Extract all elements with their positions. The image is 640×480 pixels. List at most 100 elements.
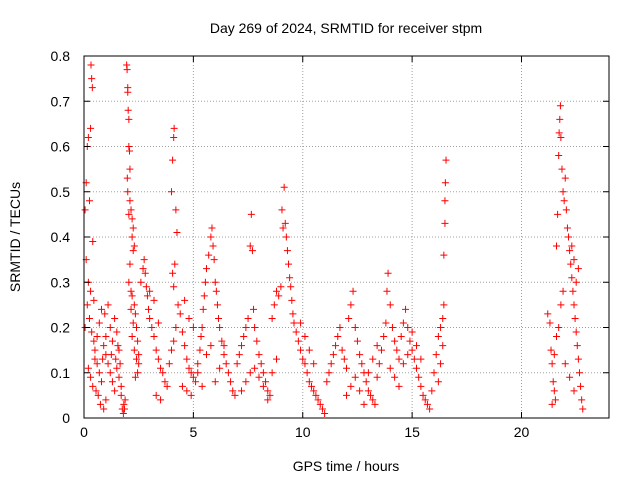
data-point — [248, 247, 256, 255]
data-point — [224, 369, 232, 377]
data-point — [124, 106, 132, 114]
data-point — [129, 224, 137, 232]
data-point — [559, 188, 567, 196]
data-point — [323, 378, 331, 386]
data-point — [548, 360, 556, 368]
data-point — [130, 346, 138, 354]
data-point — [89, 238, 97, 246]
data-point — [548, 400, 556, 408]
data-point — [437, 324, 445, 331]
data-point — [141, 269, 149, 277]
data-point — [289, 310, 297, 318]
y-tick-labels: 0 0.1 0.2 0.3 0.4 0.5 0.6 0.7 0.8 — [51, 48, 71, 426]
data-point — [577, 382, 585, 390]
data-point — [312, 391, 320, 399]
data-point — [349, 287, 357, 295]
data-point — [93, 333, 101, 341]
data-point — [391, 373, 399, 381]
data-point — [92, 387, 100, 395]
data-point — [181, 342, 189, 350]
chart-title: Day 269 of 2024, SRMTID for receiver stp… — [210, 20, 482, 36]
data-point — [235, 351, 243, 359]
data-point — [83, 301, 91, 309]
data-point — [244, 314, 252, 322]
data-point — [117, 391, 125, 399]
data-point — [546, 319, 554, 327]
data-point — [278, 206, 286, 214]
data-point — [262, 378, 270, 386]
data-point — [386, 364, 394, 372]
data-point — [301, 360, 309, 368]
data-point — [395, 355, 403, 363]
data-point — [200, 292, 208, 300]
data-point — [283, 247, 291, 255]
data-point — [231, 391, 239, 399]
data-point — [163, 382, 171, 390]
data-point — [116, 360, 124, 368]
data-point — [273, 355, 280, 363]
data-point — [549, 378, 557, 386]
data-point — [336, 324, 344, 331]
data-point — [148, 324, 156, 331]
data-point — [229, 387, 237, 395]
data-point — [579, 405, 587, 413]
data-point — [87, 61, 95, 69]
data-point — [441, 219, 449, 227]
data-point — [123, 174, 131, 182]
data-point — [111, 387, 119, 395]
data-point — [428, 387, 436, 395]
data-point — [417, 355, 425, 363]
data-point — [356, 351, 364, 359]
data-point — [125, 210, 133, 218]
data-point — [251, 324, 259, 331]
data-point — [556, 102, 564, 110]
data-point — [126, 260, 134, 268]
y-tick-label: 0.2 — [51, 320, 71, 336]
data-point — [183, 355, 191, 363]
data-point — [106, 324, 114, 331]
data-point — [434, 378, 442, 386]
data-point — [98, 305, 105, 313]
data-point — [388, 324, 396, 331]
data-point — [210, 256, 218, 264]
data-point — [572, 278, 580, 286]
data-point — [220, 351, 228, 359]
data-point — [126, 197, 134, 205]
data-point — [358, 360, 366, 368]
data-point — [378, 346, 385, 354]
data-point — [440, 301, 448, 309]
data-point — [557, 301, 565, 309]
data-point — [121, 396, 129, 404]
data-point — [351, 324, 359, 331]
data-point — [130, 301, 138, 309]
data-point — [146, 314, 154, 322]
data-point — [305, 346, 313, 354]
data-point — [150, 333, 158, 341]
data-point — [421, 396, 429, 404]
data-point — [572, 328, 580, 336]
data-point — [382, 319, 390, 327]
data-point — [238, 342, 245, 350]
x-tick-label: 20 — [514, 424, 530, 440]
data-point — [439, 314, 447, 322]
data-point — [170, 133, 178, 141]
x-tick-label: 5 — [189, 424, 197, 440]
data-point — [362, 378, 370, 386]
data-point — [310, 360, 318, 368]
data-point — [406, 337, 414, 345]
data-point — [561, 360, 569, 368]
data-point — [399, 360, 407, 368]
data-point — [567, 260, 575, 268]
data-point — [100, 405, 108, 413]
y-tick-label: 0.4 — [51, 229, 71, 245]
data-point — [292, 328, 300, 336]
data-point — [255, 373, 263, 381]
data-point — [189, 324, 197, 331]
data-point — [90, 296, 98, 304]
data-point — [183, 387, 191, 395]
data-point — [146, 287, 154, 295]
data-point — [578, 396, 586, 404]
data-point — [410, 355, 418, 363]
data-point — [268, 369, 276, 377]
